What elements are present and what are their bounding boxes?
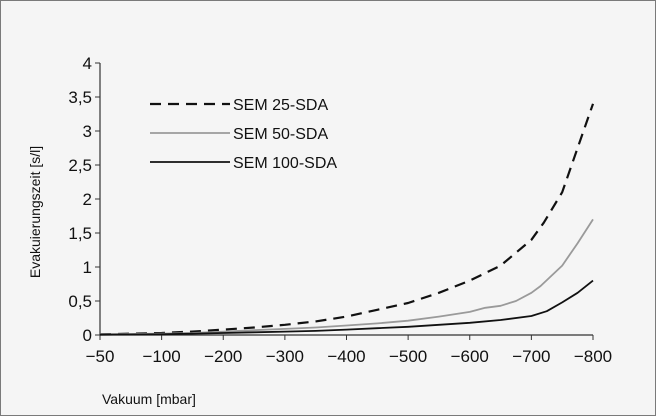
x-axis-label: Vakuum [mbar] bbox=[102, 391, 196, 407]
y-tick-label: 3,5 bbox=[68, 88, 92, 107]
x-axis: −50 −100 −200 −300 −400 −500 −600 −700 −800 bbox=[86, 334, 612, 366]
y-tick-label: 2 bbox=[83, 190, 92, 209]
y-tick-label: 0,5 bbox=[68, 292, 92, 311]
x-tick-label: −600 bbox=[451, 347, 489, 366]
legend-label-2: SEM 50-SDA bbox=[233, 126, 328, 143]
legend: SEM 25-SDA SEM 50-SDA SEM 100-SDA bbox=[150, 97, 337, 172]
y-tick-label: 0 bbox=[83, 326, 92, 345]
x-tick-label: −400 bbox=[327, 347, 365, 366]
y-tick-label: 2,5 bbox=[68, 156, 92, 175]
x-tick-label: −100 bbox=[142, 347, 180, 366]
series-line-2 bbox=[99, 218, 594, 336]
x-tick-label: −300 bbox=[266, 347, 304, 366]
y-tick-label: 4 bbox=[83, 54, 92, 73]
y-axis-label: Evakuierungszeit [s/l] bbox=[27, 146, 43, 278]
series-line-3 bbox=[99, 279, 594, 336]
x-tick-label: −50 bbox=[86, 347, 115, 366]
legend-label-1: SEM 25-SDA bbox=[233, 97, 328, 114]
series-line-1 bbox=[99, 103, 595, 336]
x-tick-label: −700 bbox=[512, 347, 550, 366]
x-tick-label: −800 bbox=[574, 347, 612, 366]
y-axis: 0 0,5 1 1,5 2 2,5 3 3,5 4 bbox=[68, 54, 101, 345]
series-layer bbox=[99, 103, 595, 336]
x-tick-label: −200 bbox=[204, 347, 242, 366]
legend-label-3: SEM 100-SDA bbox=[233, 155, 337, 172]
y-tick-label: 3 bbox=[83, 122, 92, 141]
y-tick-label: 1 bbox=[83, 258, 92, 277]
x-tick-label: −500 bbox=[389, 347, 427, 366]
y-tick-label: 1,5 bbox=[68, 224, 92, 243]
